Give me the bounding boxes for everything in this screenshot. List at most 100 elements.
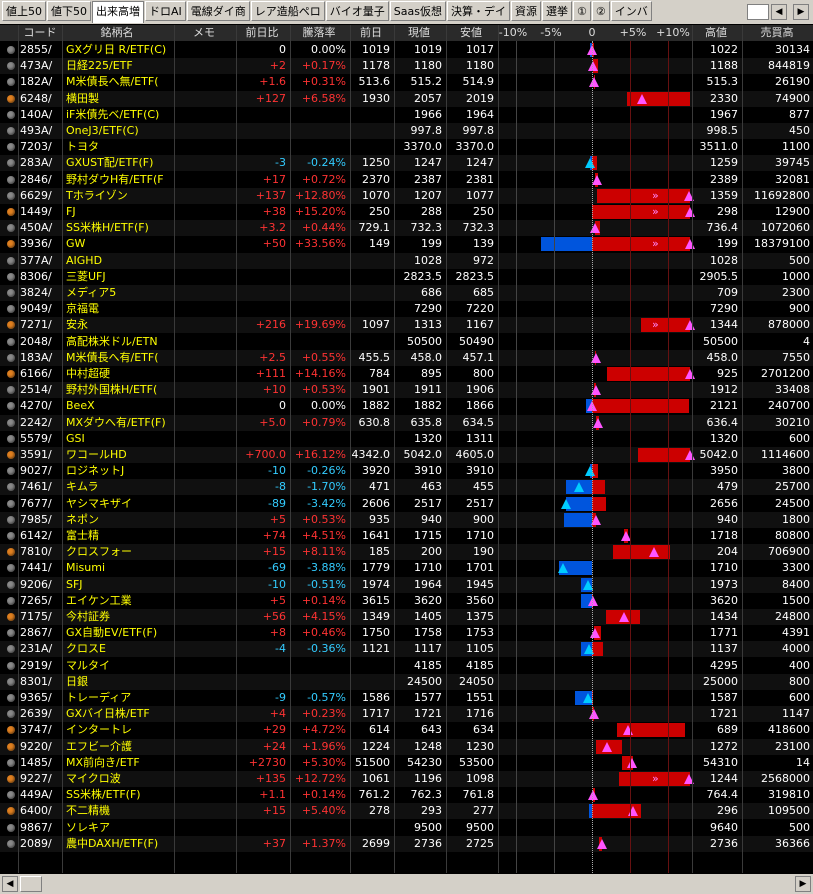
- header-low[interactable]: 安値: [460, 26, 482, 39]
- tab-scroll-left-icon[interactable]: ◀: [771, 4, 787, 20]
- table-row[interactable]: 4270/BeeX 0 0.00% 1882 1882 1866 2121 240700: [0, 398, 813, 415]
- table-row[interactable]: 283A/GXUST配/ETF(F) -3 -0.24% 1250 1247 1247 12…: [0, 155, 813, 172]
- table-row[interactable]: 6142/富士精 +74 +4.51% 1641 1715 1710 1718 80800: [0, 528, 813, 544]
- table-row[interactable]: 7203/トヨタ 3370.0 3370.0 3511.0 1100: [0, 139, 813, 156]
- tab-12[interactable]: ②: [591, 1, 610, 21]
- table-row[interactable]: 182A/M米債長へ無/ETF(+1.6 +0.31% 513.6 515.2 514.…: [0, 74, 813, 91]
- header-memo[interactable]: メモ: [193, 26, 215, 39]
- stock-name: GX自動EV/ETF(F): [66, 626, 158, 640]
- tab-6[interactable]: バイオ量子: [325, 1, 389, 21]
- stock-code: 2242/: [20, 415, 52, 429]
- table-row[interactable]: 7265/エイケン工業 +5 +0.14% 3615 3620 3560 3620 1500: [0, 592, 813, 609]
- header-change[interactable]: 前日比: [245, 26, 279, 39]
- horizontal-scrollbar[interactable]: ◀ ▶: [0, 874, 813, 894]
- table-row[interactable]: 6400/不二精機 +15 +5.40% 278 293 277 296 109500: [0, 803, 813, 820]
- table-row[interactable]: 9867/ソレキア 9500 9500 9640 500: [0, 819, 813, 836]
- header-volume[interactable]: 売買高: [760, 26, 794, 39]
- tab-2[interactable]: 出来高増: [92, 1, 144, 23]
- header-percent[interactable]: 騰落率: [302, 26, 336, 39]
- tab-0[interactable]: 値上50: [2, 1, 46, 21]
- tab-1[interactable]: 値下50: [47, 1, 91, 21]
- tab-8[interactable]: 決算・デイ: [446, 1, 510, 21]
- table-row[interactable]: 9206/SFJ -10 -0.51% 1974 1964 1945 1973 8400: [0, 576, 813, 593]
- prev-close: 1779: [362, 561, 390, 575]
- prev-close: 51500: [355, 755, 390, 769]
- table-row[interactable]: 9049/京福電 7290 7220 7290 900: [0, 301, 813, 318]
- table-row[interactable]: 493A/OneJ3/ETF(C) 997.8 997.8 998.5 450: [0, 123, 813, 139]
- table-row[interactable]: 5579/GSI 1320 1311 1320 600: [0, 430, 813, 447]
- volume: 450: [789, 124, 810, 137]
- change-percent: +4.15%: [301, 610, 346, 623]
- table-row[interactable]: 2089/農中DAXH/ETF(F) +37 +1.37% 2699 2736 2725 2…: [0, 835, 813, 852]
- table-row[interactable]: 8301/日銀 24500 24050 25000 800: [0, 673, 813, 690]
- tab-5[interactable]: レア造船ペロ: [250, 1, 325, 21]
- table-row[interactable]: 7677/ヤシマキザイ -89 -3.42% 2606 2517 2517 2656 2450…: [0, 495, 813, 512]
- header-price[interactable]: 現値: [408, 26, 430, 39]
- stock-name: クロスフォー: [66, 545, 132, 559]
- table-row[interactable]: 2514/野村外国株H/ETF(+10 +0.53% 1901 1911 1906 191…: [0, 382, 813, 399]
- table-row[interactable]: 2855/GXグリ日 R/ETF(C) 0 0.00% 1019 1019 1017 102…: [0, 42, 813, 58]
- scroll-left-icon[interactable]: ◀: [2, 876, 18, 892]
- tab-11[interactable]: ①: [572, 1, 591, 21]
- current-price: 1882: [414, 399, 442, 413]
- table-row[interactable]: 9027/ロジネットJ -10 -0.26% 3920 3910 3910 3950 3800: [0, 463, 813, 480]
- low-price: 1710: [466, 529, 494, 542]
- table-row[interactable]: 6166/中村超硬 +111 +14.16% 784 895 800 925 2701200: [0, 366, 813, 382]
- header-name[interactable]: 銘柄名: [100, 26, 134, 39]
- scale-minus5: -5%: [540, 26, 562, 39]
- table-row[interactable]: 9220/エフビー介護 +24 +1.96% 1224 1248 1230 1272 2310…: [0, 738, 813, 755]
- tab-13[interactable]: インバ: [610, 1, 652, 21]
- table-row[interactable]: 7175/今村証券 +56 +4.15% 1349 1405 1375 1434 24800: [0, 609, 813, 625]
- table-row[interactable]: 3824/メディア5 686 685 709 2300: [0, 285, 813, 301]
- table-row[interactable]: 6629/Tホライゾン +137 +12.80% 1070 1207 1077 1359 11…: [0, 187, 813, 204]
- range-bar-positive: [616, 723, 685, 738]
- prev-close: [350, 334, 390, 350]
- low-price: 2517: [466, 496, 494, 510]
- table-row[interactable]: 9227/マイクロ波 +135 +12.72% 1061 1196 1098 1244 256…: [0, 771, 813, 787]
- current-price-marker-icon: [590, 628, 601, 639]
- scroll-thumb[interactable]: [20, 876, 42, 892]
- table-row[interactable]: 377A/AIGHD 1028 972 1028 500: [0, 252, 813, 269]
- tab-7[interactable]: Saas仮想: [389, 1, 446, 21]
- table-row[interactable]: 2867/GX自動EV/ETF(F) +8 +0.46% 1750 1758 1753 17…: [0, 625, 813, 642]
- scroll-right-icon[interactable]: ▶: [795, 876, 811, 892]
- table-row[interactable]: 3747/インタートレ +29 +4.72% 614 643 634 689 418600: [0, 722, 813, 739]
- table-row[interactable]: 450A/SS米株H/ETF(F) +3.2 +0.44% 729.1 732.3 732…: [0, 220, 813, 237]
- tab-scroll-thumb-icon[interactable]: [747, 4, 769, 20]
- table-row[interactable]: 6248/横田製 +127 +6.58% 1930 2057 2019 2330 74900: [0, 90, 813, 107]
- table-row[interactable]: 140A/iF米債先ベ/ETF(C) 1966 1964 1967 877: [0, 106, 813, 123]
- header-code[interactable]: コード: [23, 26, 57, 39]
- table-row[interactable]: 449A/SS米株/ETF(F) +1.1 +0.14% 761.2 762.3 761.…: [0, 787, 813, 804]
- table-row[interactable]: 2919/マルタイ 4185 4185 4295 400: [0, 657, 813, 674]
- header-high[interactable]: 高値: [705, 26, 727, 39]
- table-row[interactable]: 3936/GW +50 +33.56% 149 199 139 199 18379100 »: [0, 236, 813, 253]
- volume: 4391: [782, 626, 810, 640]
- table-row[interactable]: 231A/クロスE -4 -0.36% 1121 1117 1105 1137 4000: [0, 641, 813, 658]
- high-price: 199: [717, 237, 738, 251]
- high-price: 515.3: [706, 75, 739, 89]
- table-row[interactable]: 3591/ワコールHD +700.0 +16.12% 4342.0 5042.0 4605…: [0, 447, 813, 463]
- table-row[interactable]: 7985/ネポン +5 +0.53% 935 940 900 940 1800: [0, 511, 813, 528]
- table-row[interactable]: 7441/Misumi -69 -3.88% 1779 1710 1701 1710 3300: [0, 560, 813, 577]
- table-row[interactable]: 7271/安永 +216 +19.69% 1097 1313 1167 1344 878000…: [0, 317, 813, 334]
- table-row[interactable]: 7461/キムラ -8 -1.70% 471 463 455 479 25700: [0, 479, 813, 496]
- table-row[interactable]: 2242/MXダウへ有/ETF(F) +5.0 +0.79% 630.8 635.8 63…: [0, 414, 813, 431]
- table-row[interactable]: 8306/三菱UFJ 2823.5 2823.5 2905.5 1000: [0, 268, 813, 285]
- header-prev-close[interactable]: 前日: [360, 26, 382, 39]
- tab-scroll-right-icon[interactable]: ▶: [793, 4, 809, 20]
- table-row[interactable]: 1485/MX前向き/ETF +2730 +5.30% 51500 54230 53500…: [0, 754, 813, 771]
- table-row[interactable]: 7810/クロスフォー +15 +8.11% 185 200 190 204 706900: [0, 544, 813, 561]
- volume: 240700: [768, 399, 810, 413]
- table-row[interactable]: 2846/野村ダウH有/ETF(F +17 +0.72% 2370 2387 2381 23…: [0, 171, 813, 188]
- table-row[interactable]: 473A/日経225/ETF +2 +0.17% 1178 1180 1180 1188 84…: [0, 58, 813, 75]
- stock-name: GXバイ日株/ETF: [66, 707, 150, 721]
- table-row[interactable]: 1449/FJ +38 +15.20% 250 288 250 298 12900 »: [0, 204, 813, 220]
- tab-10[interactable]: 選挙: [541, 1, 572, 21]
- tab-4[interactable]: 電線ダイ商: [186, 1, 250, 21]
- table-row[interactable]: 183A/M米債長へ有/ETF(+2.5 +0.55% 455.5 458.0 457.…: [0, 349, 813, 366]
- tab-3[interactable]: ドロAI: [145, 1, 186, 21]
- tab-9[interactable]: 資源: [510, 1, 541, 21]
- table-row[interactable]: 2639/GXバイ日株/ETF +4 +0.23% 1717 1721 1716 1721 1…: [0, 706, 813, 723]
- range-bar-positive: [618, 772, 690, 786]
- table-row[interactable]: 2048/高配株米ドル/ETN 50500 50490 50500 4: [0, 333, 813, 350]
